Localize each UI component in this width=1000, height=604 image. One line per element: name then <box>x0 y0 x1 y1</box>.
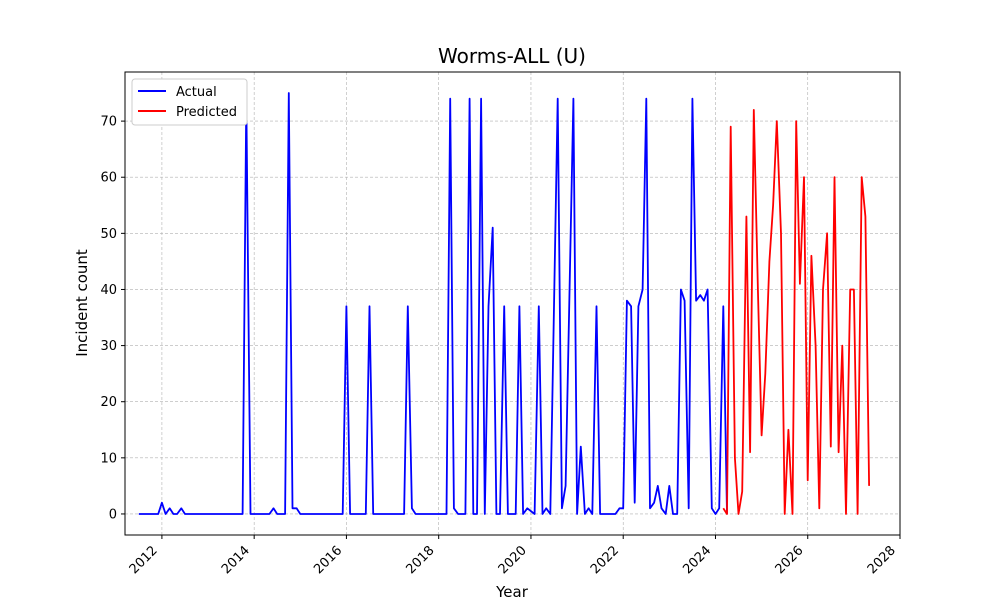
y-tick-label: 60 <box>100 171 117 186</box>
y-tick-label: 30 <box>100 339 117 354</box>
legend-label-actual: Actual <box>176 85 217 100</box>
series-line-actual <box>138 92 728 515</box>
y-tick-label: 0 <box>109 507 117 522</box>
y-tick-label: 40 <box>100 283 117 298</box>
series-lines <box>138 92 870 515</box>
y-tick-label: 10 <box>100 451 117 466</box>
x-axis-label: Year <box>495 583 529 600</box>
x-tick-label: 2014 <box>219 543 253 577</box>
chart-title: Worms-ALL (U) <box>438 44 586 68</box>
x-tick-label: 2022 <box>588 543 622 577</box>
y-tick-label: 20 <box>100 395 117 410</box>
x-tick-label: 2012 <box>127 543 161 577</box>
x-tick-label: 2026 <box>773 543 807 577</box>
y-axis-ticks: 0 10 20 30 40 50 60 70 <box>100 115 125 522</box>
y-tick-label: 70 <box>100 115 117 130</box>
x-tick-label: 2018 <box>404 543 438 577</box>
plot-frame <box>124 71 901 536</box>
series-line-predicted <box>722 109 870 515</box>
legend: Actual Predicted <box>131 78 248 126</box>
x-axis-ticks: 2012 2014 2016 2018 2020 2022 2024 2026 2028 <box>127 535 901 577</box>
x-tick-label: 2020 <box>496 543 530 577</box>
y-axis-label: Incident count <box>73 249 91 357</box>
x-tick-label: 2016 <box>311 543 345 577</box>
x-tick-label: 2024 <box>680 543 714 577</box>
x-tick-label: 2028 <box>865 543 899 577</box>
y-tick-label: 50 <box>100 227 117 242</box>
legend-label-predicted: Predicted <box>176 105 237 120</box>
